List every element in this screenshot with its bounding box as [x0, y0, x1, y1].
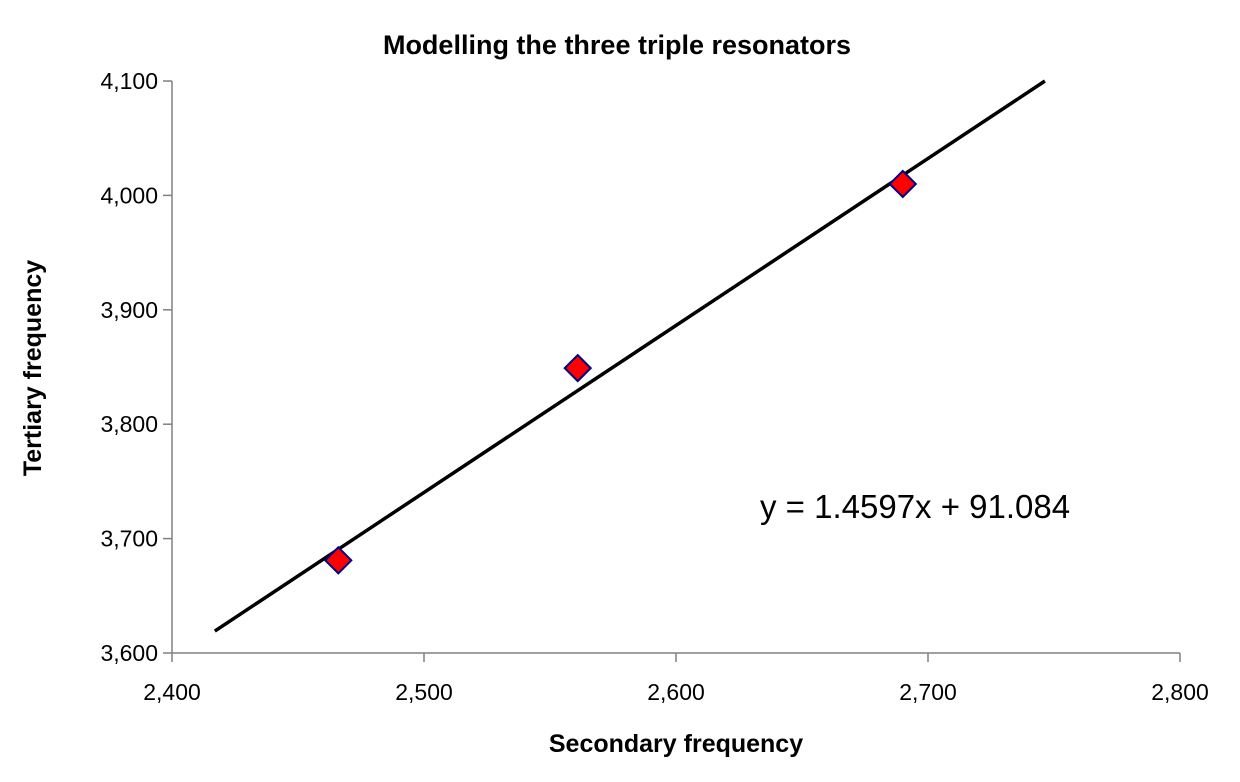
y-tick-label: 4,100: [100, 68, 158, 94]
data-point-diamond: [888, 169, 918, 199]
y-ticks: 3,600 3,700 3,800 3,900 4,000 4,100: [100, 68, 172, 666]
x-ticks: 2,400 2,500 2,600 2,700 2,800: [143, 653, 1209, 705]
x-tick-label: 2,600: [647, 679, 705, 705]
data-point-diamond: [323, 545, 353, 575]
y-tick-label: 3,900: [100, 297, 158, 323]
x-tick-label: 2,500: [395, 679, 453, 705]
y-tick-label: 3,700: [100, 526, 158, 552]
data-point-diamond: [563, 353, 593, 383]
trendline: [213, 79, 1046, 633]
x-tick-label: 2,800: [1151, 679, 1209, 705]
y-tick-label: 3,800: [100, 411, 158, 437]
x-tick-label: 2,400: [143, 679, 201, 705]
y-tick-label: 4,000: [100, 182, 158, 208]
plot-area: 3,600 3,700 3,800 3,900 4,000 4,100 2,400 2,50…: [100, 68, 1208, 705]
y-axis-label: Tertiary frequency: [19, 260, 47, 476]
x-axis-label: Secondary frequency: [549, 730, 803, 758]
x-tick-label: 2,700: [899, 679, 957, 705]
trendline-equation: y = 1.4597x + 91.084: [760, 488, 1070, 525]
y-tick-label: 3,600: [100, 640, 158, 666]
trendline-group: [213, 79, 1046, 633]
chart-title: Modelling the three triple resonators: [383, 30, 851, 60]
data-points: [323, 169, 918, 575]
